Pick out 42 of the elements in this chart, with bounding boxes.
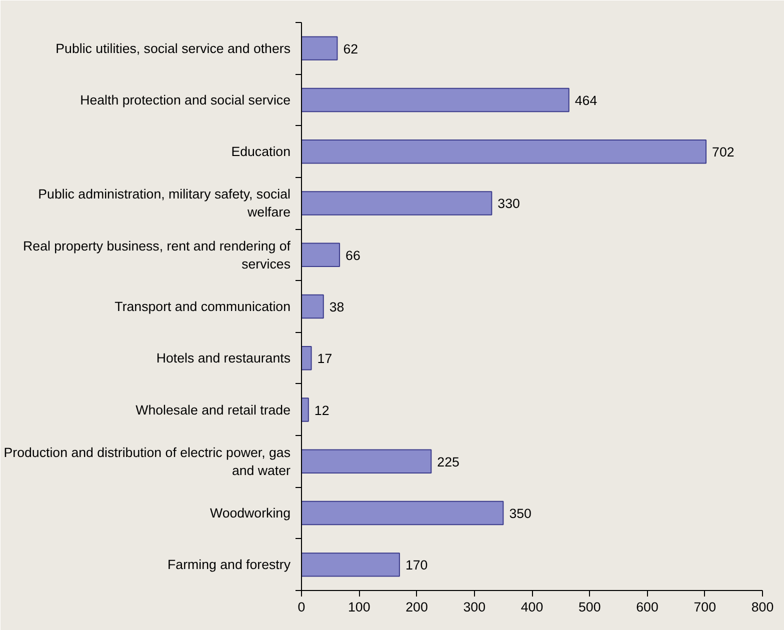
data-label: 350	[509, 506, 532, 522]
y-tick-label: Real property business, rent and rendering of services	[23, 238, 291, 272]
data-label: 38	[329, 300, 344, 314]
bar	[302, 191, 492, 216]
data-label: 62	[343, 41, 358, 56]
y-tick-label: Hotels and restaurants	[156, 350, 291, 366]
bar	[302, 500, 504, 526]
x-tick-label: 400	[520, 600, 544, 614]
bar	[302, 398, 309, 422]
y-tick-label: Wholesale and retail trade	[136, 402, 290, 418]
y-tick-label: Farming and forestry	[168, 557, 291, 572]
data-label: 66	[346, 248, 360, 263]
bar	[302, 139, 707, 164]
y-tick-label: Woodworking	[210, 506, 291, 521]
bar	[302, 36, 338, 60]
data-label: 17	[317, 351, 332, 366]
x-tick-label: 300	[463, 600, 486, 614]
y-tick-label: Public utilities, social service and others	[56, 40, 291, 56]
y-tick-label: Transport and communication	[114, 299, 291, 314]
bar	[302, 346, 312, 370]
bar	[302, 449, 432, 474]
x-tick-label: 500	[578, 600, 601, 614]
data-label: 170	[405, 558, 428, 573]
bar	[302, 552, 400, 577]
data-label: 12	[314, 402, 330, 418]
x-tick-label: 0	[298, 600, 306, 614]
data-label: 225	[437, 454, 460, 470]
x-tick-label: 100	[348, 600, 370, 614]
y-tick-label: Health protection and social service	[80, 92, 291, 108]
x-tick-label: 800	[751, 600, 774, 614]
bar	[302, 242, 340, 267]
bar	[302, 294, 324, 319]
data-label: 702	[712, 144, 734, 160]
data-label: 464	[574, 92, 598, 108]
x-tick-label: 700	[694, 600, 716, 614]
y-tick-label: Production and distribution of electric power, gas and water	[4, 444, 292, 478]
bar	[302, 88, 570, 112]
x-tick-label: 200	[406, 600, 428, 614]
x-tick-label: 600	[636, 600, 658, 614]
y-tick-label: Education	[231, 144, 290, 160]
data-label: 330	[498, 196, 520, 212]
y-tick-label: Public administration, military safety, social welfare	[38, 186, 291, 220]
